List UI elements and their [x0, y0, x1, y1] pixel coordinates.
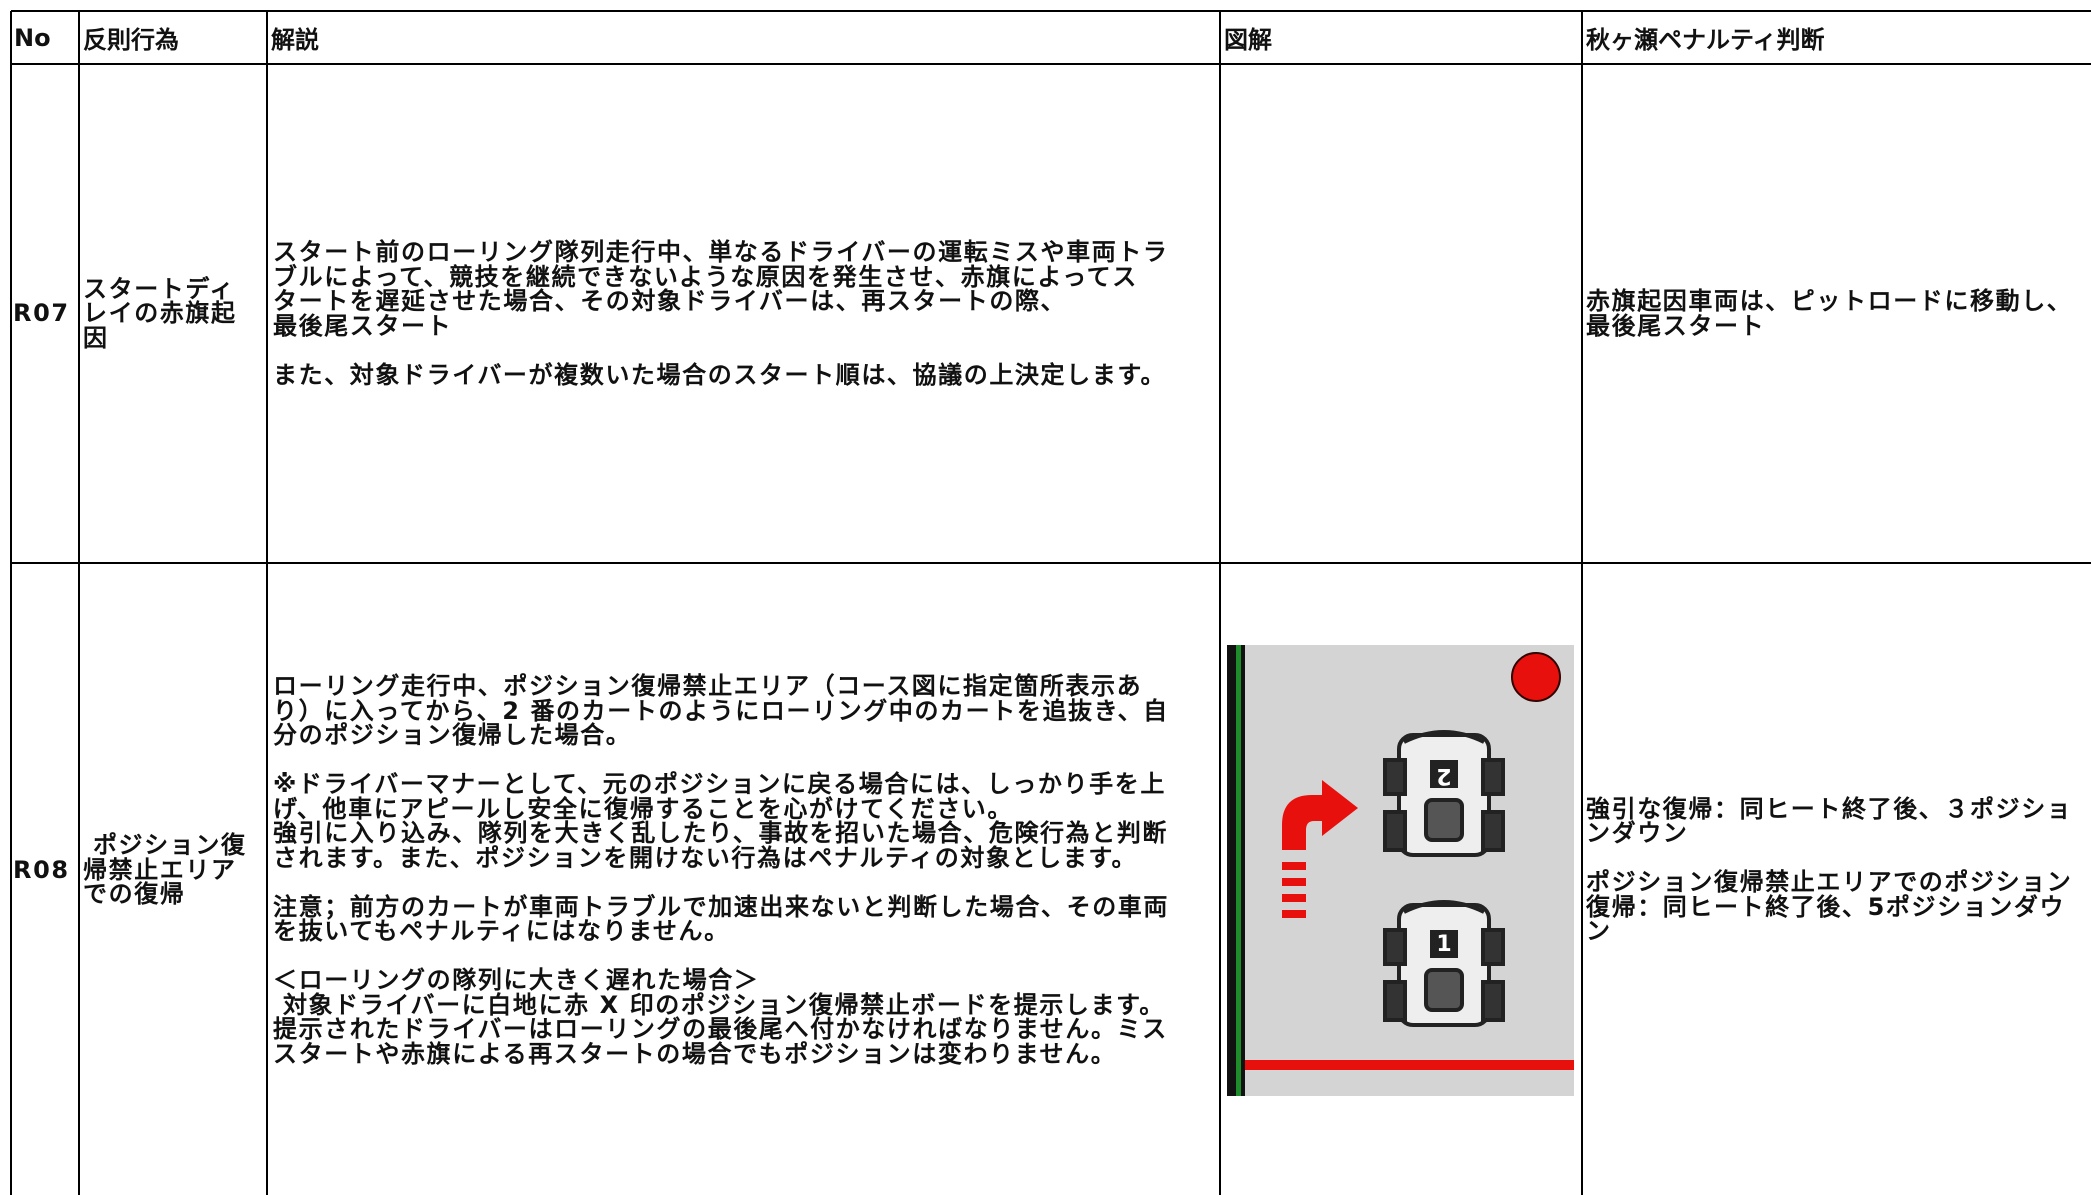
paragraph: ポジション復帰禁止エリアでのポジション 復帰：同ヒート終了後、5ポジションダウン [1586, 870, 2091, 944]
text-line: ブルによって、競技を継続できないような原因を発生させ、赤旗によってス [273, 262, 1138, 291]
text-line: ※ドライバーマナーとして、元のポジションに戻る場合には、しっかり手を上 [273, 770, 1166, 798]
row-number: R08 [13, 563, 79, 1177]
text-line: タートを遅延させた場合、その対象ドライバーは、再スタートの際、 [273, 287, 1067, 315]
text-line: 強引な復帰：同ヒート終了後、３ポジショ [1586, 794, 2073, 823]
text-line: レイの赤旗起 [83, 299, 237, 328]
paragraph: また、対象ドライバーが複数いた場合のスタート順は、協議の上決定します。 [273, 360, 1218, 389]
header-cell: No [14, 23, 51, 52]
description: ローリング走行中、ポジション復帰禁止エリア（コース図に指定箇所表示あ り）に入って… [273, 563, 1218, 1177]
text-line: スタート前のローリング隊列走行中、単なるドライバーの運転ミスや車両トラ [273, 238, 1169, 266]
text-line: 対象ドライバーに白地に赤 X 印のポジション復帰禁止ボードを提示します。 [273, 990, 1165, 1019]
text-line: スタートディ [83, 274, 235, 303]
header-cell: 解説 [271, 26, 319, 54]
text-line: 最後尾スタート [1586, 311, 1766, 340]
text-line: 分のポジション復帰した場合。 [273, 721, 632, 749]
cell-text: R08 [13, 855, 70, 884]
text-line: ＜ローリングの隊列に大きく遅れた場合＞ [273, 966, 760, 994]
kart-number: 1 [1436, 932, 1451, 957]
text-line: ン [1586, 917, 1612, 945]
paragraph: 赤旗起因車両は、ピットロードに移動し、 最後尾スタート [1586, 289, 2091, 338]
text-line: スタートや赤旗による再スタートの場合でもポジションは変わりません。 [273, 1039, 1117, 1068]
cell-text: R07 [13, 299, 70, 328]
text-line: を抜いてもペナルティにはなりません。 [273, 917, 730, 945]
text-line: 帰禁止エリア [83, 855, 237, 884]
paragraph: 注意；前方のカートが車両トラブルで加速出来ないと判断した場合、その車両 を抜いても… [273, 892, 1218, 945]
text-line: ポジション復 [83, 831, 247, 860]
text-line: 因 [83, 323, 109, 352]
violation: スタートディ レイの赤旗起因 [83, 64, 267, 563]
text-line: ンダウン [1586, 819, 1689, 847]
text-line: ポジション復帰禁止エリアでのポジション [1586, 868, 2073, 896]
diagram: 2 1 [1227, 645, 1574, 1096]
paragraph: スタート前のローリング隊列走行中、単なるドライバーの運転ミスや車両トラ ブルによっ… [273, 240, 1218, 338]
penalty: 赤旗起因車両は、ピットロードに移動し、 最後尾スタート [1586, 64, 2091, 563]
text-line: 最後尾スタート [273, 311, 453, 340]
row-number: R07 [13, 64, 79, 563]
header-cell: 秋ヶ瀬ペナルティ判断 [1586, 26, 1825, 54]
text-line: げ、他車にアピールし安全に復帰することを心がけてください。 [273, 794, 1013, 823]
text-line: されます。また、ポジションを開けない行為はペナルティの対象とします。 [273, 843, 1138, 872]
description: スタート前のローリング隊列走行中、単なるドライバーの運転ミスや車両トラ ブルによっ… [273, 64, 1218, 563]
header-cell: 図解 [1224, 26, 1272, 54]
text-line: での復帰 [83, 880, 186, 909]
text-line: 復帰：同ヒート終了後、5ポジションダウ [1586, 892, 2066, 921]
text-line: 赤旗起因車両は、ピットロードに移動し、 [1586, 287, 2073, 315]
violation: ポジション復 帰禁止エリア での復帰 [83, 563, 267, 1177]
paragraph: 強引な復帰：同ヒート終了後、３ポジショ ンダウン [1586, 794, 2091, 847]
paragraph: ＜ローリングの隊列に大きく遅れた場合＞ 対象ドライバーに白地に赤 X 印のポジシ… [273, 968, 1218, 1066]
text-line: 注意；前方のカートが車両トラブルで加速出来ないと判断した場合、その車両 [273, 892, 1169, 921]
paragraph: ※ドライバーマナーとして、元のポジションに戻る場合には、しっかり手を上 げ、他車に… [273, 772, 1218, 870]
text-line: 強引に入り込み、隊列を大きく乱したり、事故を招いた場合、危険行為と判断 [273, 819, 1169, 847]
paragraph: ローリング走行中、ポジション復帰禁止エリア（コース図に指定箇所表示あ り）に入って… [273, 674, 1218, 748]
text-line: 提示されたドライバーはローリングの最後尾へ付かなければなりません。ミス [273, 1015, 1168, 1043]
header-cell: 反則行為 [83, 26, 179, 54]
text-line: り）に入ってから、2 番のカートのようにローリング中のカートを追抜き、自 [273, 696, 1169, 725]
text-line: また、対象ドライバーが複数いた場合のスタート順は、協議の上決定します。 [273, 360, 1167, 389]
penalty: 強引な復帰：同ヒート終了後、３ポジショ ンダウンポジション復帰禁止エリアでのポジシ… [1586, 563, 2091, 1177]
kart-number: 2 [1436, 763, 1451, 788]
text-line: ローリング走行中、ポジション復帰禁止エリア（コース図に指定箇所表示あ [273, 672, 1143, 700]
